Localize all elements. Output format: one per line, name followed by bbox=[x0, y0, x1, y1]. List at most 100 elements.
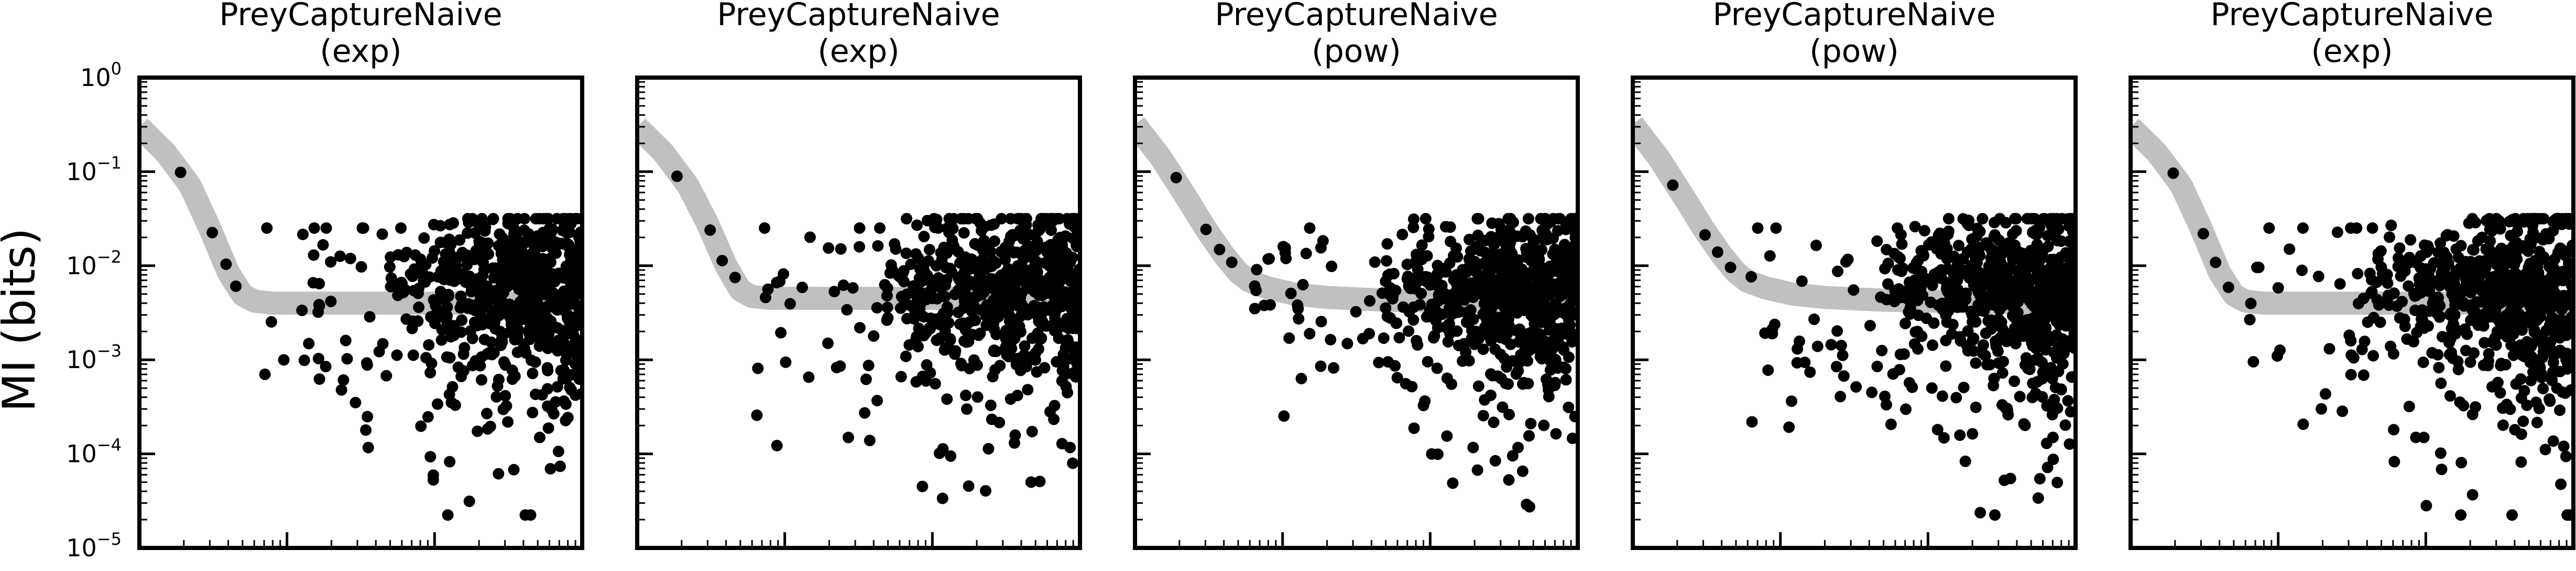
y-axis-label: MI (bits) bbox=[0, 228, 46, 412]
scatter-point bbox=[1972, 243, 1983, 255]
scatter-point bbox=[2420, 500, 2432, 512]
scatter-point bbox=[854, 222, 866, 234]
scatter-point bbox=[1008, 437, 1020, 449]
scatter-point bbox=[841, 304, 853, 316]
scatter-point bbox=[2047, 454, 2059, 465]
scatter-point bbox=[2450, 288, 2462, 300]
scatter-point bbox=[1970, 316, 1982, 328]
scatter-point bbox=[935, 247, 947, 259]
scatter-point bbox=[357, 222, 369, 234]
scatter-point bbox=[2527, 219, 2539, 231]
scatter-point bbox=[493, 299, 505, 311]
scatter-point bbox=[2536, 372, 2548, 383]
scatter-point bbox=[2413, 272, 2425, 284]
scatter-point bbox=[1034, 476, 1046, 488]
scatter-point bbox=[527, 368, 539, 380]
scatter-point bbox=[1931, 424, 1944, 436]
scatter-point bbox=[1049, 325, 1061, 337]
scatter-point bbox=[2560, 450, 2572, 462]
scatter-point bbox=[439, 291, 451, 303]
scatter-point bbox=[1052, 270, 1064, 282]
scatter-point bbox=[362, 441, 374, 454]
scatter-point bbox=[384, 261, 396, 273]
scatter-point bbox=[1825, 339, 1837, 351]
scatter-point bbox=[978, 234, 990, 246]
scatter-point bbox=[350, 396, 362, 408]
scatter-point bbox=[1444, 257, 1456, 270]
scatter-point bbox=[308, 249, 320, 261]
scatter-point bbox=[2545, 290, 2556, 303]
scatter-point bbox=[1950, 392, 1962, 404]
scatter-point bbox=[868, 330, 880, 342]
scatter-point bbox=[2387, 348, 2399, 360]
scatter-point bbox=[1495, 223, 1507, 235]
scatter-point bbox=[958, 227, 970, 239]
scatter-point bbox=[1503, 408, 1515, 421]
scatter-point bbox=[936, 492, 948, 504]
scatter-point bbox=[1441, 430, 1453, 442]
scatter-point bbox=[1864, 320, 1876, 332]
scatter-point bbox=[1804, 366, 1816, 378]
scatter-point bbox=[1304, 328, 1316, 340]
scatter-point bbox=[1923, 239, 1935, 251]
scatter-point bbox=[1315, 360, 1327, 372]
scatter-point bbox=[822, 337, 834, 349]
scatter-point bbox=[1544, 355, 1556, 367]
scatter-point bbox=[1951, 258, 1963, 271]
scatter-point bbox=[395, 222, 407, 234]
scatter-point bbox=[1544, 314, 1556, 326]
scatter-point bbox=[2167, 167, 2179, 179]
scatter-point bbox=[1279, 247, 1291, 259]
scatter-point bbox=[569, 311, 581, 324]
scatter-point bbox=[2063, 220, 2075, 232]
scatter-point bbox=[525, 509, 537, 521]
scatter-point bbox=[562, 412, 574, 424]
scatter-point bbox=[1512, 254, 1524, 266]
scatter-point bbox=[2263, 222, 2275, 234]
scatter-point bbox=[2047, 432, 2059, 444]
scatter-point bbox=[1903, 276, 1915, 288]
scatter-point bbox=[949, 288, 961, 300]
scatter-point bbox=[2046, 373, 2058, 385]
scatter-point bbox=[334, 250, 346, 262]
scatter-point bbox=[2463, 217, 2475, 229]
scatter-point bbox=[1544, 288, 1556, 300]
scatter-point bbox=[2503, 216, 2515, 228]
scatter-point bbox=[489, 262, 501, 274]
scatter-point bbox=[2062, 395, 2074, 407]
scatter-point bbox=[1384, 312, 1396, 324]
scatter-point bbox=[960, 278, 972, 290]
scatter-point bbox=[1068, 367, 1080, 379]
scatter-point bbox=[1549, 376, 1561, 389]
scatter-point bbox=[1406, 381, 1418, 393]
scatter-point bbox=[1033, 275, 1045, 287]
scatter-point bbox=[847, 282, 859, 294]
scatter-point bbox=[1420, 213, 1432, 225]
y-tick-label-base: 10 bbox=[66, 534, 97, 562]
scatter-point bbox=[1989, 229, 2001, 241]
scatter-point bbox=[944, 334, 956, 346]
scatter-point bbox=[2371, 276, 2383, 288]
scatter-point bbox=[914, 299, 926, 311]
scatter-point bbox=[453, 251, 464, 263]
scatter-point bbox=[1472, 380, 1485, 392]
scatter-point bbox=[2516, 320, 2528, 332]
scatter-point bbox=[1380, 302, 1392, 314]
scatter-point bbox=[1962, 325, 1974, 337]
scatter-point bbox=[1831, 325, 1843, 337]
scatter-point bbox=[2467, 244, 2479, 256]
scatter-point bbox=[554, 460, 566, 472]
panel-title: PreyCaptureNaive bbox=[2210, 0, 2493, 33]
scatter-point bbox=[511, 330, 523, 342]
scatter-point bbox=[863, 360, 875, 371]
scatter-point bbox=[1006, 351, 1017, 363]
scatter-point bbox=[364, 311, 376, 323]
scatter-point bbox=[1548, 323, 1560, 335]
scatter-point bbox=[2470, 401, 2482, 413]
scatter-point bbox=[2026, 298, 2038, 310]
scatter-point bbox=[1071, 341, 1080, 353]
scatter-point bbox=[988, 235, 1000, 247]
plot-area bbox=[139, 118, 582, 521]
scatter-point bbox=[1463, 233, 1475, 245]
